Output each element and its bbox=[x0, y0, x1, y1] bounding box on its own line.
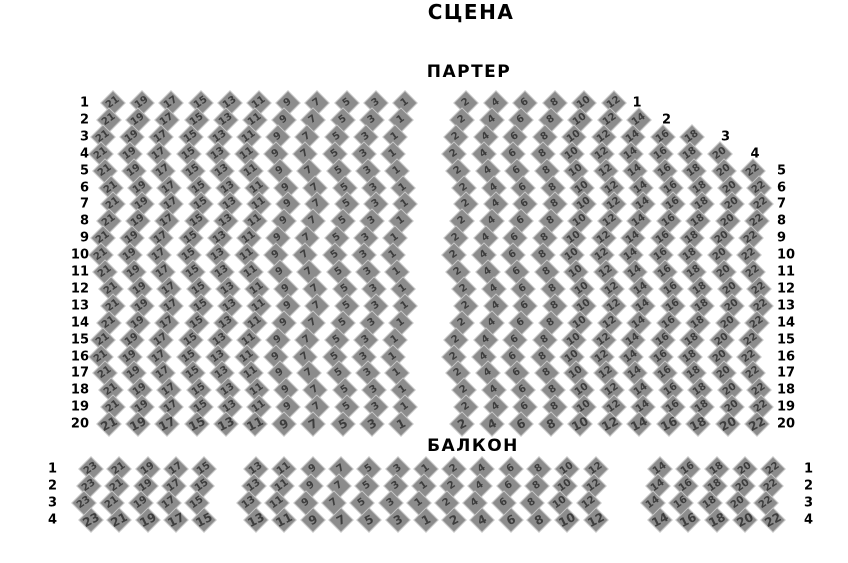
seat[interactable]: 17 bbox=[154, 411, 181, 437]
section-label-balcony: БАЛКОН bbox=[427, 436, 519, 456]
seat[interactable]: 22 bbox=[744, 411, 770, 437]
row-label: 13 bbox=[777, 298, 796, 314]
row-label: 13 bbox=[70, 298, 89, 314]
seat-number: 9 bbox=[277, 415, 292, 433]
row-label: 2 bbox=[661, 112, 672, 128]
row-label: 3 bbox=[804, 495, 814, 511]
row-label: 12 bbox=[70, 281, 89, 297]
seat-number: 1 bbox=[394, 415, 408, 433]
seat[interactable]: 6 bbox=[508, 411, 534, 437]
row-label: 19 bbox=[70, 399, 89, 415]
row-label: 11 bbox=[70, 264, 89, 280]
row-label: 10 bbox=[70, 247, 89, 263]
row-label: 18 bbox=[70, 382, 89, 398]
seat-number: 11 bbox=[244, 414, 266, 435]
seat[interactable]: 19 bbox=[125, 411, 151, 437]
row-label: 19 bbox=[777, 399, 796, 415]
seat[interactable]: 21 bbox=[96, 411, 122, 437]
row-label: 2 bbox=[47, 478, 57, 494]
row-label: 3 bbox=[79, 129, 89, 145]
row-label: 20 bbox=[70, 416, 89, 432]
row-label: 1 bbox=[632, 95, 642, 111]
row-label: 7 bbox=[79, 196, 89, 212]
row-label: 18 bbox=[777, 382, 796, 398]
row-label: 1 bbox=[79, 95, 89, 111]
seat-number: 21 bbox=[98, 414, 120, 435]
seat[interactable]: 1 bbox=[388, 411, 414, 437]
section-label-parterre: ПАРТЕР bbox=[426, 62, 512, 82]
seat-number: 17 bbox=[156, 414, 179, 435]
seat-number: 7 bbox=[306, 415, 321, 433]
row-label: 2 bbox=[804, 478, 814, 494]
row-label: 15 bbox=[70, 332, 89, 348]
row-label: 10 bbox=[777, 247, 796, 263]
seat-number: 6 bbox=[514, 415, 528, 433]
row-label: 8 bbox=[79, 213, 89, 229]
row-label: 4 bbox=[804, 512, 814, 528]
stage-label: СЦЕНА bbox=[427, 0, 515, 24]
row-label: 1 bbox=[47, 461, 57, 477]
seat[interactable]: 10 bbox=[567, 411, 593, 437]
seat-number: 14 bbox=[628, 414, 650, 435]
row-label: 11 bbox=[777, 264, 796, 280]
row-label: 17 bbox=[777, 365, 796, 381]
row-label: 4 bbox=[47, 512, 57, 528]
seat[interactable]: 14 bbox=[626, 411, 652, 437]
seat-number: 2 bbox=[455, 415, 469, 433]
row-label: 14 bbox=[70, 315, 89, 331]
seat-number: 19 bbox=[127, 414, 149, 435]
row-label: 7 bbox=[777, 196, 787, 212]
seat-number: 22 bbox=[746, 414, 768, 435]
seat[interactable]: 7 bbox=[300, 411, 327, 437]
seat-number: 13 bbox=[215, 414, 237, 435]
seat[interactable]: 11 bbox=[242, 411, 268, 437]
seat[interactable]: 2 bbox=[449, 411, 475, 437]
row-label: 9 bbox=[777, 230, 787, 246]
row-label: 6 bbox=[777, 180, 787, 195]
row-label: 4 bbox=[750, 146, 760, 162]
row-label: 9 bbox=[79, 230, 89, 246]
row-label: 17 bbox=[70, 365, 89, 381]
row-label: 14 bbox=[777, 315, 796, 331]
row-label: 8 bbox=[777, 213, 787, 229]
row-label: 5 bbox=[79, 163, 89, 179]
seat[interactable]: 3 bbox=[359, 411, 385, 437]
row-label: 16 bbox=[70, 349, 89, 364]
row-label: 4 bbox=[79, 146, 89, 162]
seat[interactable]: 9 bbox=[271, 411, 297, 437]
seat[interactable]: 18 bbox=[685, 411, 711, 437]
seat-number: 3 bbox=[364, 415, 379, 433]
row-label: 6 bbox=[79, 180, 89, 195]
seat-number: 10 bbox=[569, 414, 591, 435]
row-label: 2 bbox=[79, 112, 89, 128]
row-label: 15 bbox=[777, 332, 796, 348]
row-label: 5 bbox=[777, 163, 787, 179]
row-label: 3 bbox=[47, 495, 57, 511]
row-label: 1 bbox=[804, 461, 814, 477]
row-label: 3 bbox=[720, 129, 731, 145]
row-label: 16 bbox=[777, 349, 796, 364]
row-label: 12 bbox=[777, 281, 796, 297]
row-label: 20 bbox=[777, 416, 796, 432]
seat[interactable]: 13 bbox=[213, 411, 239, 437]
seat-number: 18 bbox=[687, 414, 709, 435]
